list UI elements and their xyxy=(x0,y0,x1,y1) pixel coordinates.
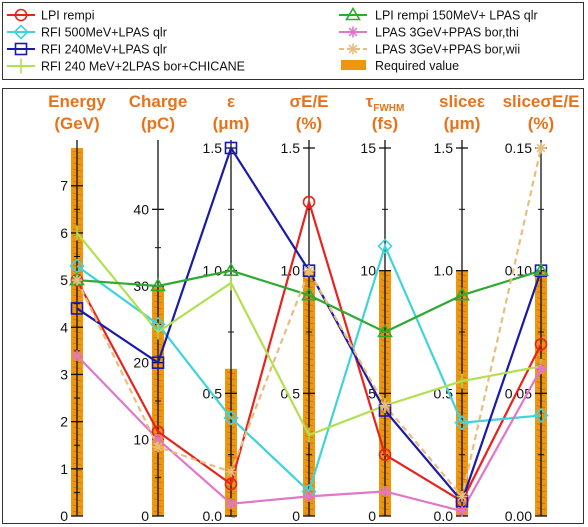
series-point-4-4 xyxy=(377,323,393,338)
series-point-5-4 xyxy=(379,485,391,497)
series-point-4-5 xyxy=(454,287,470,301)
series-point-1-4 xyxy=(377,238,393,254)
legend-marker-2 xyxy=(7,42,35,56)
axis-title-6: sliceσE/E xyxy=(503,92,580,111)
legend: LPI rempi RFI 500MeV+LPAS qlr RFI 240MeV+L… xyxy=(2,2,584,80)
legend-label-2: RFI 240MeV+LPAS qlr xyxy=(41,43,167,57)
tick-label-1-4: 40 xyxy=(133,201,149,217)
chart-area: 0 1 2 3 4 5 6 7 Energy (GeV) 0 10 20 30 40 Charge (pC) 0.… xyxy=(2,88,584,524)
legend-label-0: LPI rempi xyxy=(41,9,95,23)
tick-label-0-1: 1 xyxy=(60,461,68,477)
series-point-0-4 xyxy=(378,448,392,461)
tick-label-6-3: 0.15 xyxy=(505,140,532,156)
series-point-2-0 xyxy=(70,302,84,315)
series-point-5-2 xyxy=(225,498,237,510)
axis-unit-3: (%) xyxy=(296,114,322,133)
axis-title-3: σE/E xyxy=(289,92,328,111)
tick-label-2-0: 0.0 xyxy=(203,508,223,524)
legend-svg: LPI rempi RFI 500MeV+LPAS qlr RFI 240MeV+L… xyxy=(7,6,538,74)
axis-unit-2: (μm) xyxy=(213,114,250,133)
series-point-2-2 xyxy=(224,141,238,155)
series-line-4 xyxy=(76,269,542,334)
legend-label-3: RFI 240 MeV+2LPAS bor+CHICANE xyxy=(41,60,245,74)
tick-label-0-7: 7 xyxy=(60,178,68,194)
axis-title-2: ε xyxy=(227,92,235,111)
tick-label-6-0: 0.00 xyxy=(505,508,532,524)
series-point-1-2 xyxy=(223,410,239,426)
tick-label-2-3: 1.5 xyxy=(203,140,223,156)
series-point-0-6 xyxy=(534,337,548,351)
series-point-6-6 xyxy=(535,142,547,154)
tick-label-0-2: 2 xyxy=(60,414,68,430)
tick-label-4-2: 10 xyxy=(360,263,376,279)
series-point-6-4 xyxy=(379,400,391,412)
series-point-6-2 xyxy=(225,466,237,478)
axis-unit-1: (pC) xyxy=(141,114,175,133)
tick-label-6-2: 0.10 xyxy=(505,263,532,279)
tick-label-4-0: 0 xyxy=(368,508,376,524)
series-point-6-3 xyxy=(303,265,315,277)
legend-marker-4 xyxy=(339,6,367,21)
tick-label-0-0: 0 xyxy=(60,508,68,524)
tick-label-1-3: 30 xyxy=(133,278,149,294)
axis-title-0: Energy xyxy=(48,92,106,111)
series-point-5-0 xyxy=(71,350,83,362)
series-point-6-0 xyxy=(71,274,83,286)
series-point-1-6 xyxy=(533,407,549,424)
axis-unit-5: (μm) xyxy=(444,114,481,133)
legend-marker-6 xyxy=(339,43,367,55)
tick-label-5-3: 1.5 xyxy=(434,140,454,156)
series-point-0-3 xyxy=(302,195,316,209)
tick-label-4-3: 15 xyxy=(360,140,376,156)
axis-unit-0: (GeV) xyxy=(54,114,99,133)
legend-required-label: Required value xyxy=(375,59,459,73)
axis-title-4: τFWHM xyxy=(366,92,405,114)
tick-label-4-1: 5 xyxy=(368,385,376,401)
tick-label-0-4: 4 xyxy=(60,319,68,335)
tick-label-0-3: 3 xyxy=(60,366,68,382)
series-point-4-1 xyxy=(150,277,166,292)
tick-label-3-3: 1.5 xyxy=(281,140,301,156)
series-point-4-2 xyxy=(223,262,239,276)
tick-label-5-0: 0.0 xyxy=(434,508,454,524)
legend-label-1: RFI 500MeV+LPAS qlr xyxy=(41,26,167,40)
series-point-5-6 xyxy=(535,363,547,375)
series-point-4-6 xyxy=(533,262,549,276)
parallel-coordinates-chart: 0 1 2 3 4 5 6 7 Energy (GeV) 0 10 20 30 40 Charge (pC) 0.… xyxy=(48,92,580,524)
legend-marker-0 xyxy=(7,8,35,22)
tick-label-0-5: 5 xyxy=(60,272,68,288)
axis-unit-6: (%) xyxy=(528,114,554,133)
legend-label-6: LPAS 3GeV+PPAS bor,wii xyxy=(375,43,520,57)
series-point-0-2 xyxy=(224,477,238,491)
legend-label-4: LPI rempi 150MeV+ LPAS qlr xyxy=(375,9,538,23)
series-point-1-5 xyxy=(454,415,470,431)
series-point-5-5 xyxy=(456,505,468,517)
tick-label-0-6: 6 xyxy=(60,225,68,241)
tick-label-5-2: 1.0 xyxy=(434,263,454,279)
legend-marker-5 xyxy=(339,26,367,38)
tick-label-1-2: 20 xyxy=(133,355,149,371)
axis-unit-4: (fs) xyxy=(372,114,398,133)
series-point-4-3 xyxy=(301,287,317,301)
tick-label-3-0: 0 xyxy=(292,508,300,524)
series-point-2-1 xyxy=(151,356,165,369)
series-point-5-3 xyxy=(303,490,315,502)
series-point-6-5 xyxy=(456,490,468,502)
axis-title-1: Charge xyxy=(129,92,188,111)
legend-required-swatch xyxy=(341,60,366,70)
axis-title-5: sliceε xyxy=(439,92,485,111)
legend-marker-3 xyxy=(7,58,35,74)
tick-label-1-1: 10 xyxy=(133,431,149,447)
tick-label-1-0: 0 xyxy=(141,508,149,524)
series-point-6-1 xyxy=(152,441,164,453)
legend-marker-1 xyxy=(7,24,35,40)
legend-label-5: LPAS 3GeV+PPAS bor,thi xyxy=(375,26,519,40)
